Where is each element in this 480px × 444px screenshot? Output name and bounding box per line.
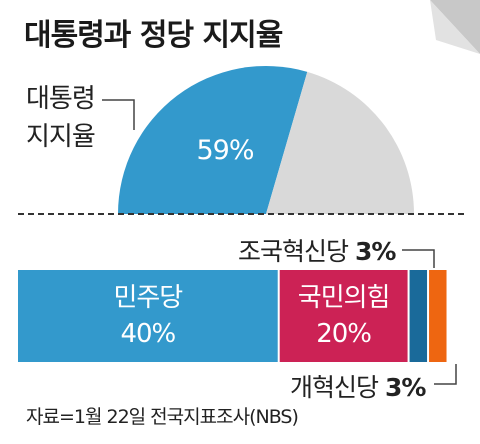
gauge-label-leader — [102, 99, 135, 130]
page-corner-decoration — [430, 0, 480, 54]
source-footnote: 자료=1월 22일 전국지표조사(NBS) — [26, 406, 299, 428]
callout-top-party: 조국혁신당 — [238, 237, 349, 266]
bar-value-label: 20% — [316, 319, 372, 349]
callout-leader-bottom — [434, 364, 457, 385]
bar-segment-label: 국민의힘 20% — [280, 280, 408, 352]
gauge-slice-remainder — [266, 71, 414, 215]
bar-segment — [279, 270, 408, 362]
gauge-slice-approval — [118, 65, 308, 215]
bar-party-name: 국민의힘 — [297, 283, 391, 313]
bar-value-label: 40% — [120, 319, 176, 349]
gauge-value-label: 59% — [196, 135, 254, 166]
callout-bottom-party: 개혁신당 — [290, 373, 379, 402]
bar-segment — [429, 270, 447, 362]
callout-label-bottom: 개혁신당 3% — [290, 368, 426, 404]
chart-title: 대통령과 정당 지지율 — [24, 18, 283, 53]
callout-bottom-value: 3% — [384, 373, 426, 402]
callout-label-top: 조국혁신당 3% — [238, 232, 396, 268]
party-support-stacked-bar — [18, 270, 447, 362]
bar-party-name: 민주당 — [113, 283, 183, 313]
president-approval-gauge — [118, 65, 414, 215]
gauge-label: 대통령 지지율 — [26, 80, 96, 156]
gauge-label-line1: 대통령 — [26, 84, 96, 114]
bar-segment — [18, 270, 278, 362]
callout-leader-top — [402, 249, 435, 268]
bar-segment-label: 민주당 40% — [18, 280, 278, 352]
callout-top-value: 3% — [354, 237, 396, 266]
bar-segment — [409, 270, 428, 362]
gauge-label-line2: 지지율 — [26, 122, 96, 152]
